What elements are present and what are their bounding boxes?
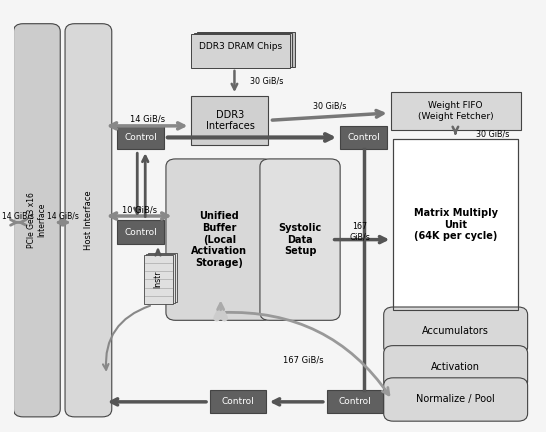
Text: Matrix Multiply
Unit
(64K per cycle): Matrix Multiply Unit (64K per cycle) xyxy=(414,208,497,241)
Text: Unified
Buffer
(Local
Activation
Storage): Unified Buffer (Local Activation Storage… xyxy=(191,211,247,268)
Bar xyxy=(194,33,292,67)
FancyBboxPatch shape xyxy=(166,159,272,320)
Bar xyxy=(340,126,387,149)
Bar xyxy=(327,390,383,413)
Text: Activation: Activation xyxy=(431,362,480,372)
Bar xyxy=(197,32,295,67)
Text: Control: Control xyxy=(339,397,371,406)
FancyBboxPatch shape xyxy=(14,24,60,417)
Bar xyxy=(146,254,175,303)
Bar xyxy=(117,220,164,244)
Text: 14 GiB/s: 14 GiB/s xyxy=(130,115,165,124)
Bar xyxy=(210,390,266,413)
Text: Weight FIFO
(Weight Fetcher): Weight FIFO (Weight Fetcher) xyxy=(418,101,494,121)
Text: Accumulators: Accumulators xyxy=(422,326,489,336)
Text: PCIe Gen3 x16
Interface: PCIe Gen3 x16 Interface xyxy=(27,192,46,248)
FancyArrowPatch shape xyxy=(103,306,150,370)
Text: Host Interface: Host Interface xyxy=(84,191,93,250)
Text: 30 GiB/s: 30 GiB/s xyxy=(313,102,346,111)
FancyBboxPatch shape xyxy=(384,346,527,389)
FancyBboxPatch shape xyxy=(384,307,527,355)
Text: DDR3
Interfaces: DDR3 Interfaces xyxy=(205,110,254,131)
Text: Control: Control xyxy=(347,133,380,142)
Bar xyxy=(393,139,518,311)
Text: 14 GiB/s: 14 GiB/s xyxy=(2,212,34,220)
Text: Control: Control xyxy=(222,397,254,406)
Bar xyxy=(393,139,518,311)
Text: 30 GiB/s: 30 GiB/s xyxy=(476,130,509,139)
Text: DDR3 DRAM Chips: DDR3 DRAM Chips xyxy=(199,42,282,51)
Bar xyxy=(148,253,177,302)
FancyBboxPatch shape xyxy=(384,378,527,421)
Bar xyxy=(192,34,290,68)
Text: 167
GiB/s: 167 GiB/s xyxy=(349,222,370,241)
Bar xyxy=(117,126,164,149)
Text: Control: Control xyxy=(124,133,157,142)
FancyBboxPatch shape xyxy=(65,24,112,417)
Text: Instr: Instr xyxy=(154,270,163,288)
Text: Control: Control xyxy=(124,228,157,237)
FancyBboxPatch shape xyxy=(260,159,340,320)
Text: Normalize / Pool: Normalize / Pool xyxy=(416,394,495,404)
FancyArrowPatch shape xyxy=(222,312,389,395)
Bar xyxy=(144,254,173,304)
Text: 10 GiB/s: 10 GiB/s xyxy=(122,205,157,214)
Bar xyxy=(192,96,269,145)
Text: 14 GiB/s: 14 GiB/s xyxy=(47,212,79,220)
Text: 167 GiB/s: 167 GiB/s xyxy=(283,355,323,364)
Text: 30 GiB/s: 30 GiB/s xyxy=(250,77,283,86)
Text: Systolic
Data
Setup: Systolic Data Setup xyxy=(278,223,322,256)
Bar xyxy=(390,92,521,130)
